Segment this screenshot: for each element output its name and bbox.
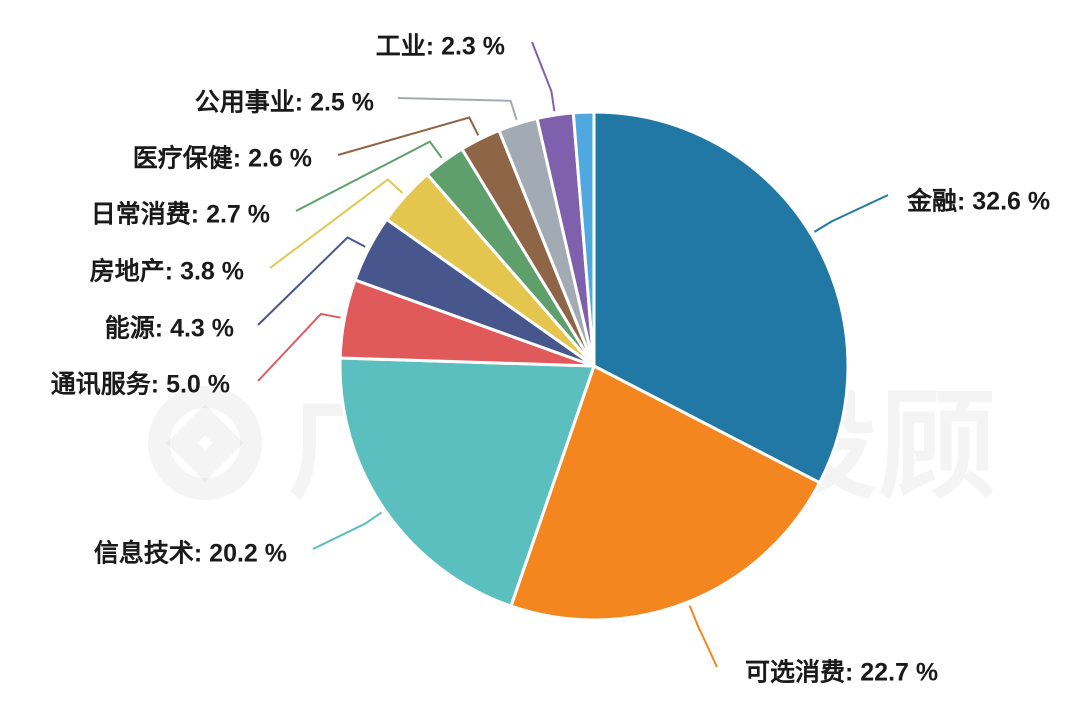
slice-label: 能源: 4.3 % bbox=[105, 314, 234, 343]
leader-line bbox=[257, 312, 341, 382]
pie-slice bbox=[509, 364, 822, 622]
slice-label: 信息技术: 20.2 % bbox=[94, 539, 287, 568]
watermark-logo-icon bbox=[148, 386, 262, 500]
slice-label: 日常消费: 2.7 % bbox=[91, 201, 270, 229]
pie-slice bbox=[338, 356, 596, 608]
leader-line bbox=[813, 194, 889, 233]
leader-line bbox=[269, 178, 404, 269]
slice-label: 房地产: 3.8 % bbox=[90, 257, 244, 286]
slice-label: 医疗保健: 2.6 % bbox=[133, 144, 312, 173]
pie-slice bbox=[571, 110, 596, 368]
slice-label: 工业: 2.3 % bbox=[376, 33, 505, 61]
slice-label: 金融: 32.6 % bbox=[906, 187, 1050, 216]
leader-line bbox=[397, 97, 518, 121]
leader-line bbox=[531, 41, 556, 112]
pie-slice bbox=[592, 110, 850, 485]
leader-line bbox=[295, 140, 443, 212]
pie-slices bbox=[338, 110, 850, 622]
slice-label: 公用事业: 2.5 % bbox=[195, 89, 374, 117]
leader-line bbox=[312, 511, 383, 550]
slice-label: 可选消费: 22.7 % bbox=[745, 659, 938, 687]
leader-line bbox=[257, 236, 366, 326]
slice-label: 通讯服务: 5.0 % bbox=[51, 371, 230, 399]
leader-lines bbox=[257, 41, 889, 668]
slice-labels: 金融: 32.6 % 可选消费: 22.7 % 信息技术: 20.2 % 通讯服务: … bbox=[51, 33, 1050, 687]
leader-line bbox=[337, 116, 480, 156]
leader-line bbox=[688, 605, 718, 668]
